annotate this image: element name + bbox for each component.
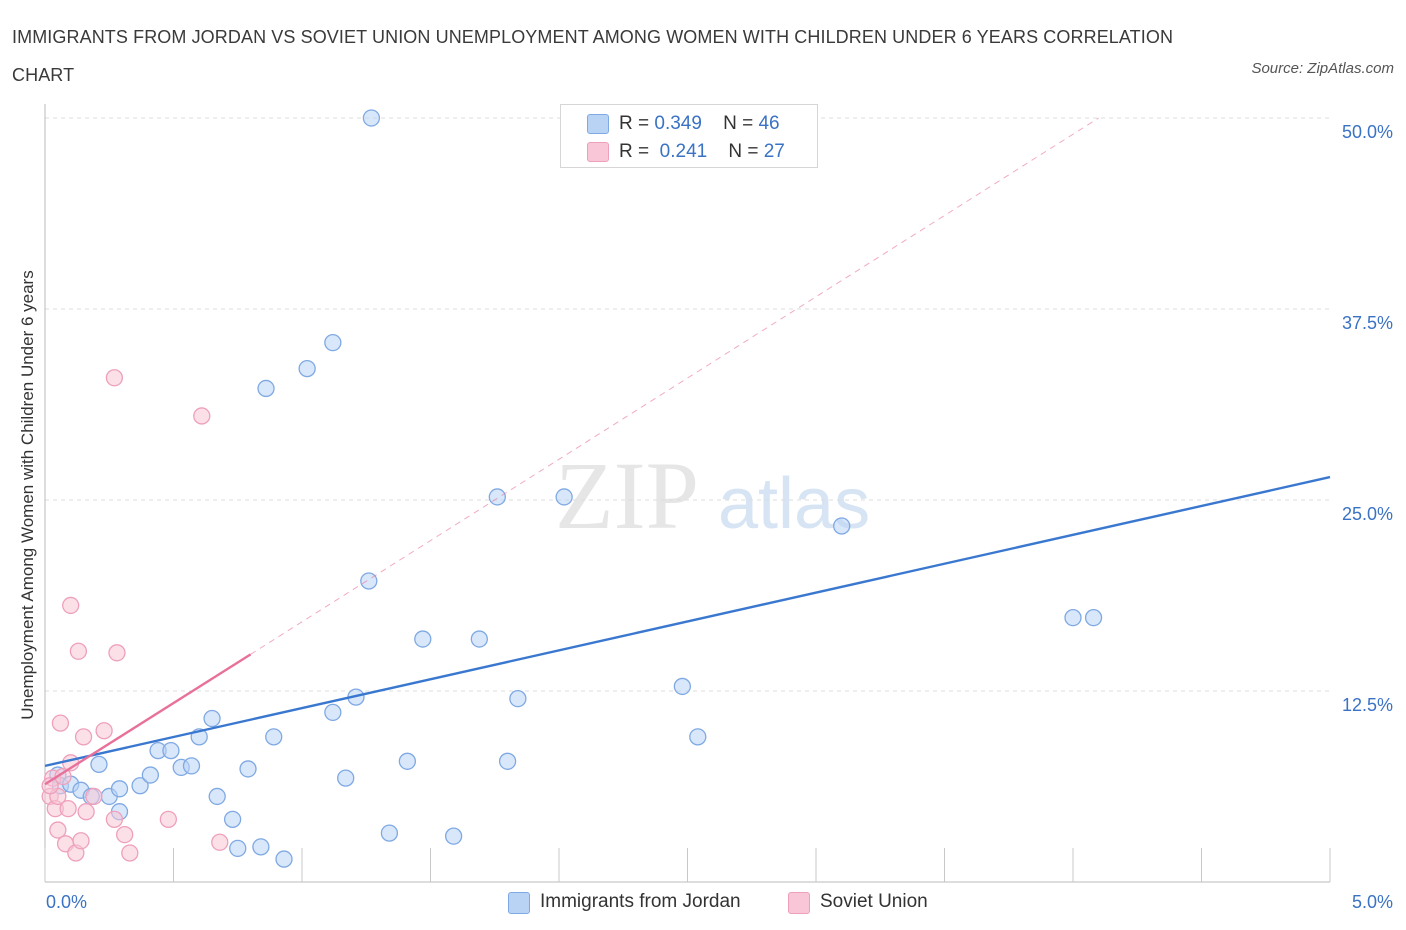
- point-jordan-23: [275, 850, 293, 868]
- point-jordan-20: [239, 760, 257, 778]
- point-soviet-18: [105, 810, 124, 829]
- point-soviet-16: [95, 722, 113, 740]
- point-jordan-16: [203, 709, 221, 728]
- point-jordan-39: [509, 689, 527, 708]
- x-tick-label-1: 5.0%: [1352, 892, 1393, 912]
- point-soviet-5: [51, 714, 70, 732]
- point-soviet-24: [211, 833, 229, 851]
- point-jordan-22: [265, 728, 283, 746]
- trend-ext-soviet: [250, 117, 1099, 655]
- point-jordan-30: [360, 572, 378, 590]
- point-soviet-21: [121, 844, 139, 862]
- point-jordan-31: [362, 109, 381, 127]
- point-jordan-21: [252, 838, 270, 856]
- point-soviet-14: [77, 803, 95, 821]
- point-jordan-25: [298, 359, 316, 378]
- point-jordan-36: [470, 630, 488, 648]
- jordan-swatch: [587, 114, 609, 134]
- point-jordan-42: [689, 728, 707, 746]
- point-jordan-9: [131, 777, 149, 795]
- point-jordan-18: [223, 810, 242, 829]
- soviet-swatch: [587, 142, 609, 162]
- point-soviet-7: [59, 800, 77, 818]
- point-jordan-44: [1064, 609, 1082, 627]
- chart-title: IMMIGRANTS FROM JORDAN VS SOVIET UNION U…: [12, 27, 1174, 85]
- point-jordan-5: [90, 755, 108, 773]
- point-soviet-20: [116, 825, 134, 844]
- soviet-n-value: 27: [763, 141, 785, 162]
- point-soviet-3: [49, 821, 67, 839]
- point-soviet-17: [105, 369, 124, 387]
- point-jordan-24: [257, 379, 275, 398]
- point-jordan-28: [337, 769, 355, 787]
- point-jordan-8: [110, 780, 129, 798]
- jordan-n-label: N =: [723, 113, 754, 134]
- point-soviet-19: [108, 644, 126, 662]
- point-jordan-40: [555, 488, 573, 506]
- point-soviet-11: [69, 642, 88, 660]
- soviet-n-label: N =: [728, 141, 759, 162]
- point-jordan-45: [1084, 609, 1103, 627]
- legend-jordan-swatch: [508, 892, 530, 914]
- point-jordan-34: [414, 630, 432, 648]
- legend-soviet-swatch: [788, 892, 810, 914]
- point-jordan-10: [141, 766, 160, 784]
- point-jordan-14: [182, 757, 201, 775]
- legend-soviet-label: Soviet Union: [820, 891, 928, 912]
- x-tick-label-0: 0.0%: [46, 892, 87, 912]
- point-jordan-38: [498, 752, 517, 770]
- point-jordan-33: [398, 752, 417, 770]
- y-tick-label-1: 25.0%: [1342, 504, 1393, 524]
- trend-line-jordan: [44, 475, 1331, 768]
- point-jordan-32: [380, 824, 399, 842]
- point-soviet-22: [159, 810, 178, 829]
- point-soviet-12: [72, 832, 90, 850]
- point-jordan-17: [208, 787, 226, 806]
- point-jordan-37: [488, 488, 506, 506]
- jordan-r-value: 0.349: [654, 113, 702, 134]
- trend-line-soviet: [44, 653, 252, 786]
- stats-legend: R = 0.349 N = 46 R = 0.241 N = 27: [560, 104, 818, 168]
- jordan-r-label: R =: [619, 113, 650, 134]
- y-tick-label-3: 50.0%: [1342, 122, 1393, 142]
- point-jordan-35: [444, 827, 463, 845]
- point-jordan-12: [162, 741, 180, 760]
- point-jordan-41: [673, 677, 692, 696]
- soviet-r-value: 0.241: [659, 141, 708, 162]
- watermark-zip: ZIP: [555, 442, 699, 549]
- point-jordan-19: [229, 839, 247, 858]
- y-tick-label-2: 37.5%: [1342, 313, 1393, 333]
- point-soviet-13: [74, 728, 93, 746]
- y-tick-label-0: 12.5%: [1342, 695, 1393, 715]
- point-jordan-43: [833, 517, 851, 535]
- point-soviet-25: [41, 777, 59, 795]
- point-soviet-15: [85, 787, 103, 806]
- jordan-n-value: 46: [758, 113, 780, 134]
- jordan-stats: R = 0.349 N = 46: [619, 110, 780, 138]
- point-soviet-23: [193, 407, 211, 425]
- soviet-r-label: R =: [619, 141, 650, 162]
- point-soviet-9: [62, 596, 80, 615]
- y-axis-label: Unemployment Among Women with Children U…: [18, 270, 37, 720]
- legend-jordan-label: Immigrants from Jordan: [540, 891, 741, 912]
- point-jordan-26: [324, 333, 342, 352]
- source-label: Source: ZipAtlas.com: [1251, 60, 1394, 77]
- point-jordan-27: [324, 703, 342, 722]
- soviet-stats: R = 0.241 N = 27: [619, 138, 785, 166]
